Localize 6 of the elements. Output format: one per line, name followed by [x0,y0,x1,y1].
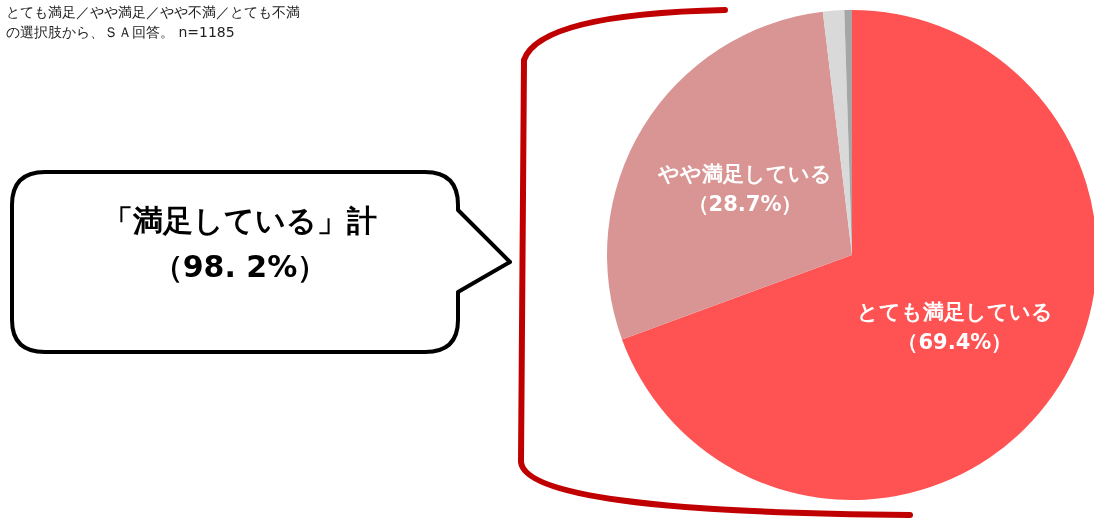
slice-label: とても満足している [856,299,1053,324]
text: 「満足している」計（98. 2%） [102,202,378,286]
slice-label: やや満足している [656,162,832,187]
text: とても満足／やや満足／やや不満／とても不満の選択肢から、ＳＡ回答。 n=1185 [6,3,301,42]
data-label: （69.4%） [897,329,1013,354]
data-label: （28.7%） [687,192,803,217]
